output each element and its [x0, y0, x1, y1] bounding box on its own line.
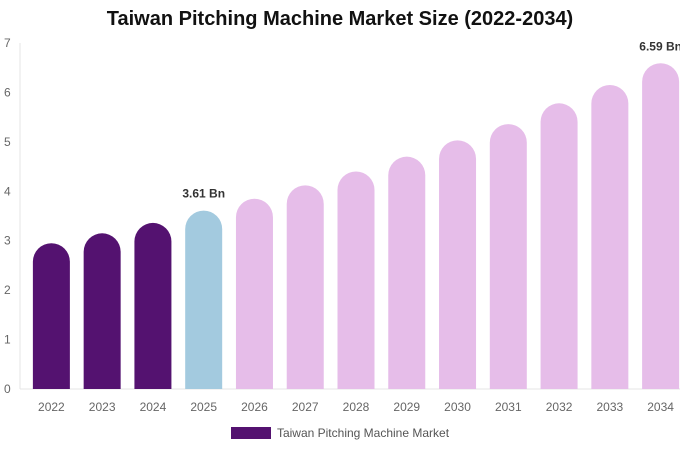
y-tick-label: 6 [4, 85, 11, 99]
bar-2034 [642, 63, 680, 389]
bar-2030 [439, 140, 477, 389]
bar-2028 [337, 171, 375, 389]
y-tick-label: 5 [4, 135, 11, 149]
x-tick-label: 2024 [140, 400, 167, 414]
data-label-2025: 3.61 Bn [182, 187, 225, 201]
x-tick-label: 2023 [89, 400, 116, 414]
x-tick-label: 2022 [38, 400, 65, 414]
legend-label: Taiwan Pitching Machine Market [276, 426, 450, 440]
bar-2029 [388, 156, 426, 389]
y-tick-label: 1 [4, 333, 11, 347]
bar-2027 [286, 185, 324, 389]
x-tick-label: 2030 [444, 400, 471, 414]
legend: Taiwan Pitching Machine Market [0, 426, 680, 440]
bar-2024 [134, 222, 172, 389]
x-tick-label: 2026 [241, 400, 268, 414]
x-tick-label: 2034 [647, 400, 674, 414]
y-tick-label: 0 [4, 382, 11, 396]
x-tick-label: 2029 [393, 400, 420, 414]
bar-2031 [489, 124, 527, 389]
bar-2033 [591, 85, 629, 390]
x-tick-label: 2027 [292, 400, 319, 414]
chart-title: Taiwan Pitching Machine Market Size (202… [106, 8, 574, 30]
x-tick-label: 2028 [343, 400, 370, 414]
bar-2032 [540, 103, 578, 389]
x-tick-label: 2025 [190, 400, 217, 414]
bar-2025 [185, 210, 223, 389]
x-tick-label: 2031 [495, 400, 522, 414]
x-tick-label: 2032 [546, 400, 573, 414]
bar-2026 [235, 198, 273, 389]
legend-swatch [230, 427, 271, 439]
y-tick-label: 7 [4, 36, 11, 50]
bar-2023 [83, 233, 121, 389]
y-tick-label: 3 [4, 234, 11, 248]
bar-2022 [32, 243, 70, 389]
data-label-2034: 6.59 Bn [639, 39, 680, 53]
x-tick-label: 2033 [596, 400, 623, 414]
y-tick-label: 2 [4, 283, 11, 297]
y-tick-label: 4 [4, 184, 11, 198]
